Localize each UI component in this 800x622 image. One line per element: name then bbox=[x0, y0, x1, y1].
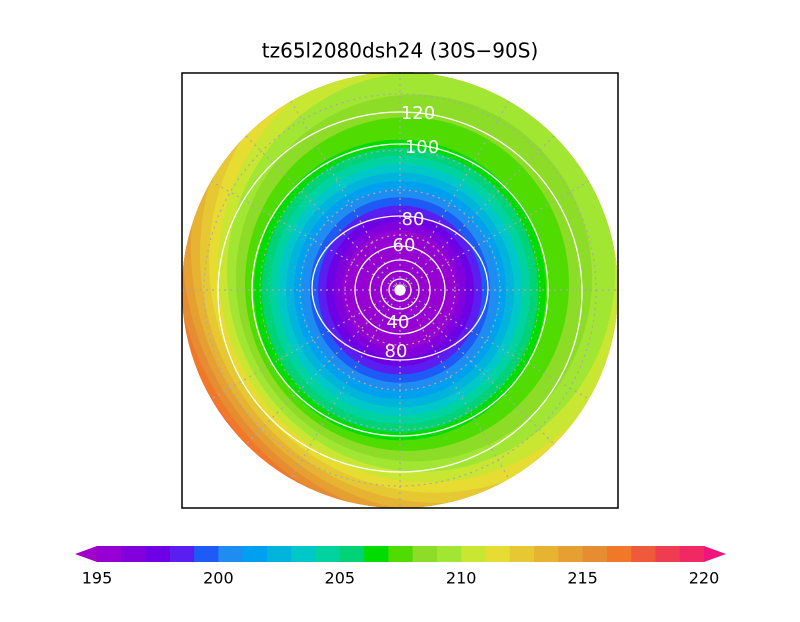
contour-lines bbox=[217, 111, 583, 473]
colorbar-cell bbox=[655, 546, 681, 562]
contour-label: 80 bbox=[402, 209, 425, 230]
colorbar-cell bbox=[582, 546, 608, 562]
colorbar-cell bbox=[121, 546, 147, 562]
contour-label: 100 bbox=[405, 137, 439, 158]
colorbar-cell bbox=[315, 546, 341, 562]
colorbar-label: 195 bbox=[82, 569, 113, 588]
colorbar-cell bbox=[97, 546, 122, 562]
colorbar-cell bbox=[242, 546, 268, 562]
colorbar-cell bbox=[266, 546, 292, 562]
colorbar-cell bbox=[339, 546, 365, 562]
contour-label: 40 bbox=[387, 312, 410, 333]
colorbar-cell bbox=[436, 546, 462, 562]
colorbar-label: 205 bbox=[325, 569, 356, 588]
colorbar-end bbox=[704, 546, 726, 562]
colorbar-cell bbox=[412, 546, 438, 562]
colorbar-cell bbox=[631, 546, 656, 562]
colorbar-label: 215 bbox=[567, 569, 598, 588]
map-title: tz65l2080dsh24 (30S−90S) bbox=[262, 39, 539, 63]
colorbar-cell bbox=[606, 546, 632, 562]
colorbar-label: 220 bbox=[689, 569, 720, 588]
colorbar-label: 210 bbox=[446, 569, 477, 588]
colorbar-cell bbox=[558, 546, 584, 562]
colorbar-cell bbox=[534, 546, 559, 562]
colorbar-cell bbox=[145, 546, 171, 562]
contour-labels: 120 100 80 60 40 80 bbox=[385, 103, 440, 362]
colorbar-cell bbox=[388, 546, 414, 562]
colorbar-cell bbox=[169, 546, 195, 562]
colorbar-cell bbox=[218, 546, 244, 562]
colorbar-cell bbox=[194, 546, 219, 562]
filled-contours bbox=[182, 72, 618, 508]
colorbar-cell bbox=[679, 546, 705, 562]
contour-label: 80 bbox=[385, 341, 408, 362]
colorbar-label: 200 bbox=[203, 569, 234, 588]
colorbar-cell bbox=[364, 546, 389, 562]
contour-label: 120 bbox=[401, 103, 435, 124]
colorbar-cell bbox=[509, 546, 535, 562]
colorbar-cell bbox=[485, 546, 511, 562]
colorbar-end bbox=[75, 546, 97, 562]
contour-label: 60 bbox=[393, 235, 416, 256]
colorbar-cell bbox=[461, 546, 486, 562]
colorbar-cell bbox=[291, 546, 317, 562]
colorbar: 195 200 205 210 215 220 bbox=[75, 546, 726, 588]
map-frame bbox=[181, 72, 619, 509]
